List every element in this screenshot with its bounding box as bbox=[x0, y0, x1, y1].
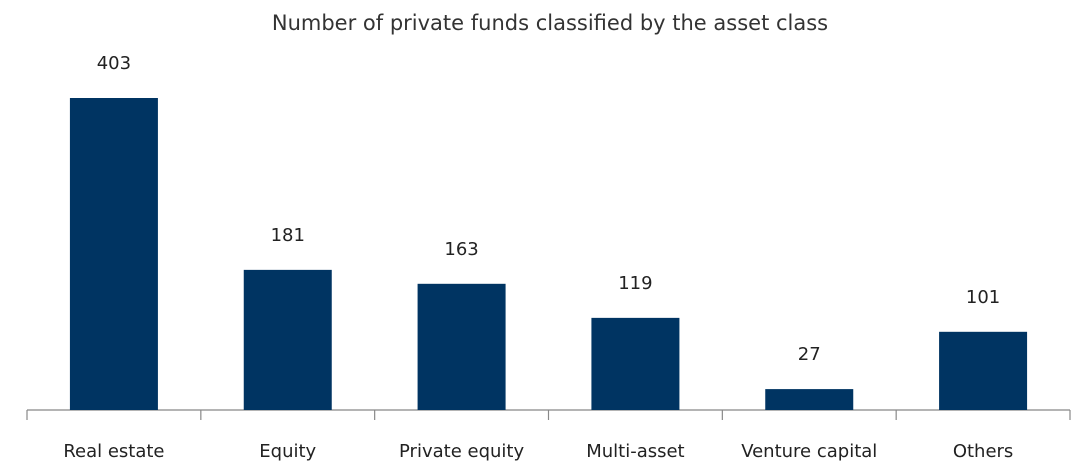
bar bbox=[939, 331, 1028, 410]
data-label: 119 bbox=[618, 273, 652, 294]
chart-title: Number of private funds classified by th… bbox=[272, 11, 828, 35]
x-tick-label: Private equity bbox=[399, 441, 524, 462]
data-label: 101 bbox=[966, 287, 1000, 308]
bar bbox=[243, 269, 332, 410]
x-tick-label: Multi-asset bbox=[586, 441, 684, 462]
data-label: 403 bbox=[97, 53, 131, 74]
data-label: 27 bbox=[798, 344, 821, 365]
bar bbox=[591, 317, 680, 410]
x-tick-label: Venture capital bbox=[741, 441, 877, 462]
bar bbox=[69, 98, 158, 410]
x-tick-label: Equity bbox=[259, 441, 316, 462]
bar bbox=[765, 389, 854, 410]
x-tick-label: Real estate bbox=[63, 441, 164, 462]
bar bbox=[417, 283, 506, 410]
x-tick-label: Others bbox=[953, 441, 1014, 462]
data-label: 181 bbox=[271, 225, 305, 246]
data-label: 163 bbox=[444, 239, 478, 260]
